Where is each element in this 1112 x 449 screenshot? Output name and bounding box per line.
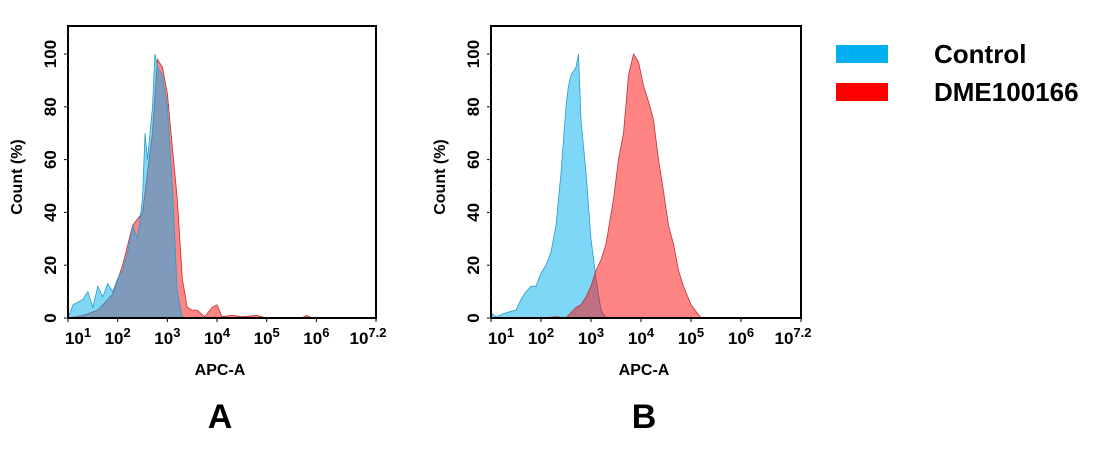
x-tick-label: 104 (204, 325, 231, 348)
y-tick-label: 60 (464, 150, 483, 169)
x-tick-label: 102 (528, 325, 554, 348)
y-tick-label: 100 (464, 40, 483, 68)
x-tick-exponent: 3 (597, 325, 604, 340)
y-tick-label: 100 (41, 40, 60, 68)
x-tick-base: 10 (65, 329, 84, 348)
x-tick-base: 10 (105, 329, 124, 348)
y-tick-label: 80 (41, 97, 60, 116)
legend: Control DME100166 (836, 39, 1079, 107)
x-tick-label: 106 (303, 325, 329, 348)
x-tick-base: 10 (528, 329, 547, 348)
x-tick-exponent: 7.2 (368, 325, 386, 340)
legend-swatch-dme100166 (836, 83, 888, 101)
y-axis-label: Count (%) (432, 139, 449, 215)
panel-label: A (208, 398, 233, 436)
y-tick-label: 40 (41, 203, 60, 222)
x-tick-label: 107.2 (775, 325, 812, 348)
plot-frame (67, 25, 377, 319)
x-tick-exponent: 5 (273, 325, 280, 340)
x-tick-exponent: 1 (84, 325, 91, 340)
y-tick-label: 40 (464, 203, 483, 222)
x-tick-exponent: 3 (173, 325, 180, 340)
legend-label-dme100166: DME100166 (934, 77, 1079, 107)
y-tick-label: 0 (464, 313, 483, 322)
x-tick-exponent: 1 (507, 325, 514, 340)
x-tick-base: 10 (728, 329, 747, 348)
x-tick-base: 10 (628, 329, 647, 348)
x-tick-base: 10 (578, 329, 597, 348)
x-tick-label: 103 (578, 325, 604, 348)
y-tick-label: 80 (464, 97, 483, 116)
y-tick-label: 20 (41, 256, 60, 275)
x-tick-base: 10 (350, 329, 369, 348)
y-tick-label: 20 (464, 256, 483, 275)
series-control-area (490, 53, 801, 319)
panel-label: B (632, 398, 657, 436)
x-tick-label: 105 (254, 325, 280, 348)
series-dme100166-area (491, 52, 801, 319)
legend-label-control: Control (934, 39, 1026, 69)
y-tick-label: 60 (41, 150, 60, 169)
x-tick-exponent: 5 (697, 325, 704, 340)
x-axis-label: APC-A (195, 362, 246, 379)
x-tick-label: 107.2 (350, 325, 387, 348)
y-tick-label: 0 (41, 313, 60, 322)
x-tick-label: 103 (154, 325, 180, 348)
x-tick-exponent: 2 (547, 325, 554, 340)
x-tick-base: 10 (678, 329, 697, 348)
x-tick-label: 101 (65, 325, 91, 348)
x-tick-label: 102 (105, 325, 131, 348)
x-tick-exponent: 7.2 (793, 325, 811, 340)
x-tick-base: 10 (488, 329, 507, 348)
x-tick-exponent: 4 (647, 325, 655, 340)
x-tick-label: 104 (628, 325, 655, 348)
legend-swatch-control (836, 45, 888, 63)
x-tick-label: 101 (488, 325, 514, 348)
series-control-area (67, 53, 376, 319)
x-tick-exponent: 6 (322, 325, 329, 340)
plot-frame (490, 25, 802, 319)
x-tick-exponent: 6 (747, 325, 754, 340)
x-tick-label: 106 (728, 325, 754, 348)
x-tick-exponent: 2 (124, 325, 131, 340)
x-axis-label: APC-A (619, 362, 670, 379)
x-tick-exponent: 4 (223, 325, 231, 340)
x-tick-base: 10 (775, 329, 794, 348)
x-tick-label: 105 (678, 325, 704, 348)
x-tick-base: 10 (204, 329, 223, 348)
x-tick-base: 10 (154, 329, 173, 348)
x-tick-base: 10 (254, 329, 273, 348)
y-axis-label: Count (%) (9, 139, 26, 215)
x-tick-base: 10 (303, 329, 322, 348)
series-dme100166-area (67, 58, 376, 319)
